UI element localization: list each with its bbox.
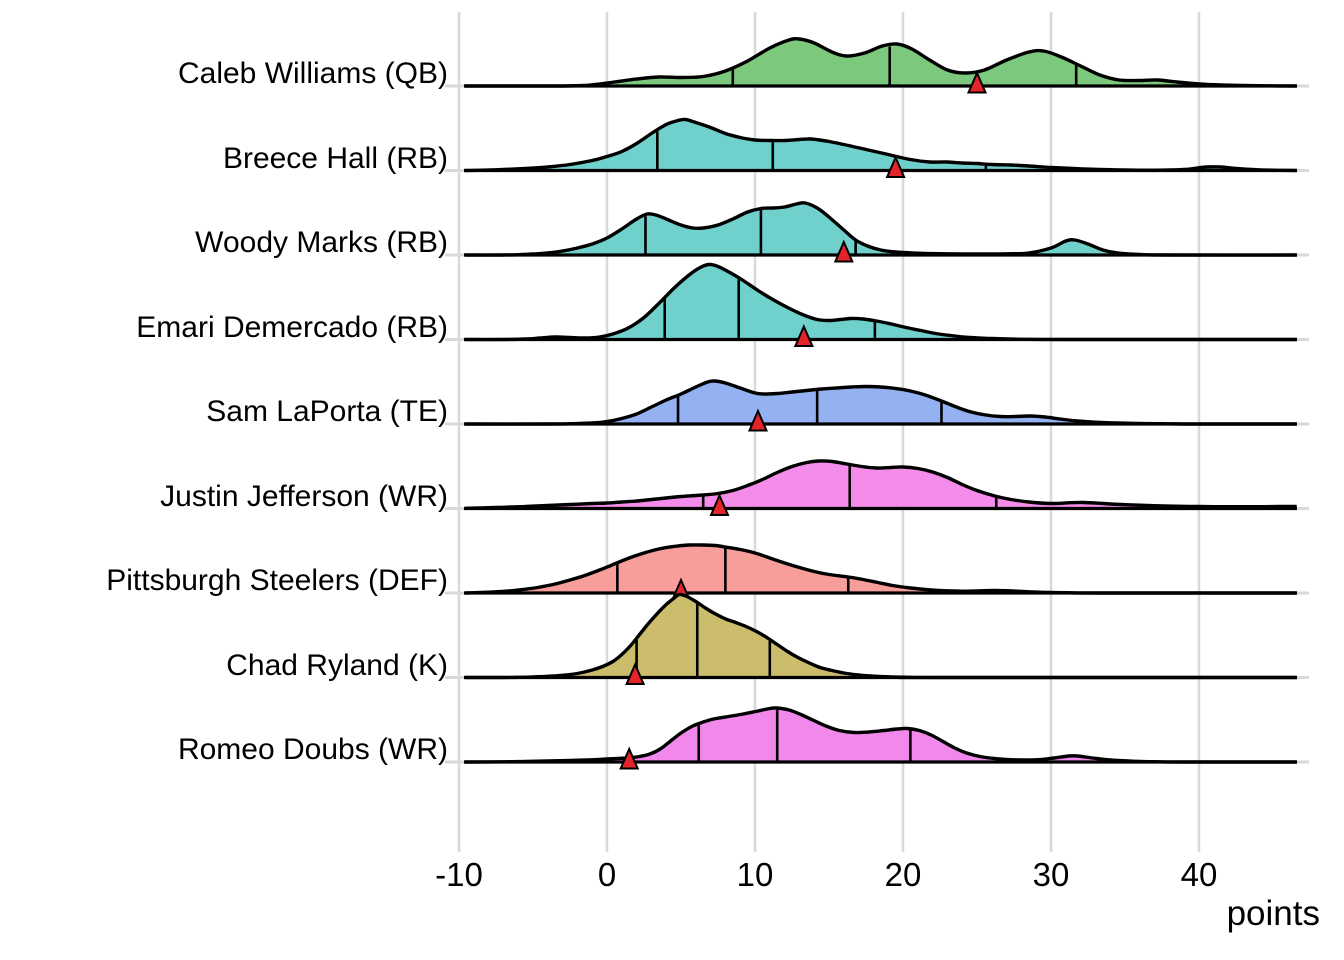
density-area [464, 544, 1297, 593]
x-axis-title: points [1226, 894, 1320, 933]
density-outline [464, 379, 1297, 426]
row-label: Caleb Williams (QB) [177, 57, 448, 90]
row-label: Romeo Doubs (WR) [177, 733, 448, 766]
actual-points-triangle-marker [747, 408, 768, 432]
actual-points-triangle-marker [625, 661, 646, 685]
density-outline [464, 37, 1297, 88]
x-tick-label: 0 [597, 856, 617, 893]
ridge-row [445, 543, 1309, 601]
row-label: Breece Hall (RB) [222, 141, 448, 175]
ridge-row [445, 201, 1309, 263]
ridge-row [445, 117, 1309, 178]
x-tick-label: 10 [736, 856, 774, 893]
row-label: Emari Demercado (RB) [136, 310, 448, 344]
density-area [464, 202, 1297, 256]
ridge-row [445, 262, 1309, 347]
row-label: Woody Marks (RB) [195, 226, 448, 259]
actual-points-triangle-marker [619, 746, 640, 770]
density-outline [464, 592, 1297, 680]
density-area [464, 460, 1297, 509]
row-label: Chad Ryland (K) [226, 648, 448, 682]
density-area [464, 264, 1297, 340]
actual-points-triangle-marker [709, 492, 730, 516]
density-area [464, 707, 1297, 762]
density-area [464, 119, 1297, 171]
density-outline [464, 262, 1297, 342]
ridge-row [445, 379, 1309, 432]
row-label: Justin Jefferson (WR) [160, 479, 448, 513]
ridge-row [445, 459, 1309, 516]
x-tick-label: 20 [884, 856, 922, 893]
density-area [464, 38, 1297, 87]
row-label: Sam LaPorta (TE) [206, 395, 448, 428]
actual-points-triangle-marker [966, 70, 988, 94]
density-outline [464, 459, 1297, 510]
ridge-row [445, 592, 1309, 685]
x-tick-label: 40 [1180, 856, 1218, 893]
density-area [464, 594, 1297, 678]
actual-points-triangle-marker [885, 154, 906, 178]
ridge-row [445, 37, 1309, 94]
density-area [464, 380, 1297, 425]
row-label: Pittsburgh Steelers (DEF) [106, 564, 448, 597]
density-outline [464, 201, 1297, 257]
x-tick-label: -10 [435, 856, 483, 893]
density-outline [464, 117, 1297, 173]
ridge-row [445, 706, 1309, 770]
actual-points-triangle-marker [793, 323, 814, 347]
x-tick-label: 30 [1032, 856, 1070, 893]
density-outline [464, 543, 1297, 595]
actual-points-triangle-marker [833, 239, 854, 263]
